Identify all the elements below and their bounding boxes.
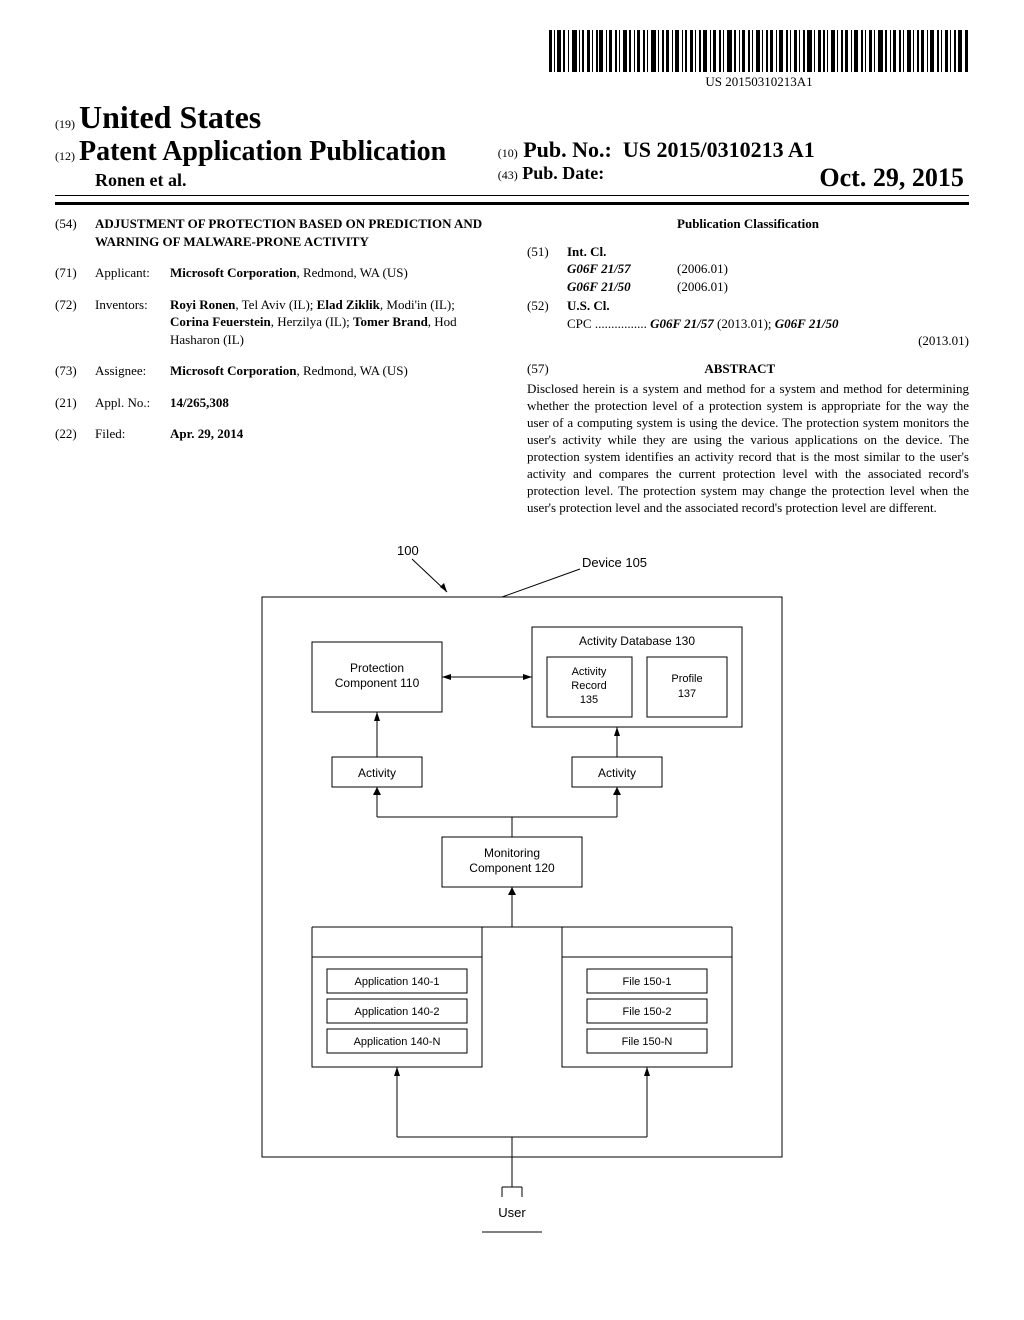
code-43: (43) (498, 168, 518, 182)
filed-label: Filed: (95, 425, 170, 443)
inventors-label: Inventors: (95, 296, 170, 349)
code-51: (51) (527, 243, 567, 261)
code-19: (19) (55, 117, 75, 131)
activity-record-t3: 135 (580, 694, 598, 706)
applicant-body: Microsoft Corporation, Redmond, WA (US) (170, 264, 497, 282)
app-n-text: Application 140-N (354, 1036, 441, 1048)
monitoring-t1: Monitoring (484, 846, 540, 860)
profile-t1: Profile (671, 673, 702, 685)
pub-date-label: Pub. Date: (522, 163, 604, 183)
activity-db-text: Activity Database 130 (579, 634, 695, 648)
uscl-label: U.S. Cl. (567, 297, 677, 315)
intcl-1: G06F 21/57 (567, 260, 677, 278)
activity-text-left: Activity (358, 766, 396, 780)
activity-record-t2: Record (571, 680, 606, 692)
pub-date: Oct. 29, 2015 (819, 163, 963, 193)
barcode-text: US 20150310213A1 (549, 74, 969, 90)
applicant-label: Applicant: (95, 264, 170, 282)
activity-text-right: Activity (598, 766, 636, 780)
user-label: User (498, 1205, 526, 1220)
file-n-text: File 150-N (622, 1036, 673, 1048)
code-54: (54) (55, 215, 95, 250)
code-22: (22) (55, 425, 95, 443)
barcode: US 20150310213A1 (549, 30, 969, 90)
code-10: (10) (498, 146, 518, 160)
bibliographic-right: Publication Classification (51) Int. Cl.… (527, 215, 969, 517)
app-1-text: Application 140-1 (354, 976, 439, 988)
code-52: (52) (527, 297, 567, 315)
barcode-region: US 20150310213A1 (55, 30, 969, 91)
file-1-text: File 150-1 (623, 976, 672, 988)
classification-heading: Publication Classification (527, 215, 969, 233)
abstract-heading: ABSTRACT (552, 360, 928, 378)
cpc-dots: ................ (592, 316, 651, 331)
applno-label: Appl. No.: (95, 394, 170, 412)
code-71: (71) (55, 264, 95, 282)
bibliographic-left: (54) ADJUSTMENT OF PROTECTION BASED ON P… (55, 215, 497, 517)
intcl-2: G06F 21/50 (567, 278, 677, 296)
code-72: (72) (55, 296, 95, 349)
code-57: (57) (527, 361, 549, 376)
intcl-1-ver: (2006.01) (677, 260, 728, 278)
code-21: (21) (55, 394, 95, 412)
file-2-text: File 150-2 (623, 1006, 672, 1018)
assignee-label: Assignee: (95, 362, 170, 380)
country-name: United States (79, 99, 261, 135)
protection-text-2: Component 110 (335, 676, 420, 690)
code-12: (12) (55, 149, 75, 163)
protection-text-1: Protection (350, 661, 404, 675)
figure-1: 100 Device 105 Protection Component 110 … (55, 537, 969, 1257)
code-73: (73) (55, 362, 95, 380)
monitoring-t2: Component 120 (469, 861, 555, 875)
assignee-body: Microsoft Corporation, Redmond, WA (US) (170, 362, 497, 380)
inventors-body: Royi Ronen, Tel Aviv (IL); Elad Ziklik, … (170, 296, 497, 349)
publication-type: Patent Application Publication (79, 136, 446, 167)
activity-record-t1: Activity (572, 666, 607, 678)
ref-100: 100 (397, 543, 419, 558)
intcl-label: Int. Cl. (567, 243, 677, 261)
authors-line: Ronen et al. (55, 170, 494, 191)
profile-box (647, 657, 727, 717)
intcl-2-ver: (2006.01) (677, 278, 728, 296)
cpc-prefix: CPC (567, 316, 592, 331)
applno-body: 14/265,308 (170, 394, 497, 412)
invention-title: ADJUSTMENT OF PROTECTION BASED ON PREDIC… (95, 215, 497, 250)
profile-t2: 137 (678, 688, 696, 700)
device-label: Device 105 (582, 555, 647, 570)
abstract-body: Disclosed herein is a system and method … (527, 381, 969, 516)
cpc-tail: (2013.01) (527, 332, 969, 350)
pub-no: US 2015/0310213 A1 (623, 137, 815, 162)
filed-body: Apr. 29, 2014 (170, 425, 497, 443)
pub-no-label: Pub. No.: (523, 137, 612, 162)
app-2-text: Application 140-2 (354, 1006, 439, 1018)
